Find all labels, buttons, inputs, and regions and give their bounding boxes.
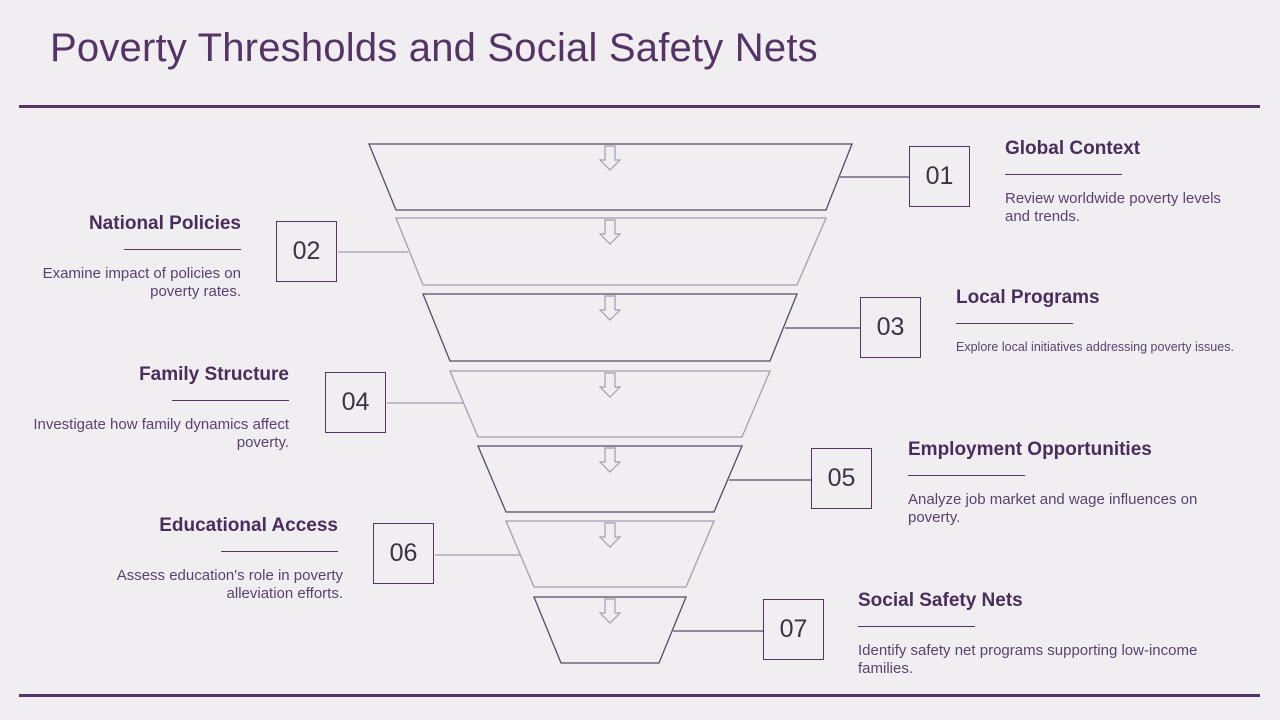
step-description: Examine impact of policies on poverty ra… (42, 265, 241, 301)
funnel-layer-01 (368, 143, 853, 211)
header-divider (19, 105, 1260, 108)
step-description: Review worldwide poverty levels and tren… (1005, 190, 1221, 226)
step-title: Social Safety Nets (858, 590, 1023, 611)
down-arrow-icon (598, 219, 622, 245)
step-description: Identify safety net programs supporting … (858, 642, 1198, 678)
funnel-layer-02 (395, 217, 827, 286)
funnel-layer-05 (477, 445, 743, 513)
funnel-layer-07 (533, 596, 687, 664)
step-number-box: 05 (811, 448, 872, 509)
funnel-layer-06 (505, 520, 715, 588)
title-underline (221, 551, 338, 553)
down-arrow-icon (598, 522, 622, 548)
step-number-box: 04 (325, 372, 386, 433)
step-description: Assess education's role in poverty allev… (116, 567, 343, 603)
funnel-layer-03 (422, 293, 798, 362)
step-title: Employment Opportunities (908, 439, 1152, 460)
step-number-box: 01 (909, 146, 970, 207)
step-item-05: Employment Opportunities Analyze job mark… (908, 439, 1238, 527)
step-number-box: 03 (860, 297, 921, 358)
title-underline (124, 249, 241, 251)
footer-divider (19, 694, 1260, 697)
step-title: National Policies (88, 213, 241, 234)
title-underline (172, 400, 289, 402)
step-item-03: Local Programs Explore local initiatives … (956, 287, 1236, 355)
step-item-02: National Policies Examine impact of polic… (0, 213, 241, 301)
funnel-layer-04 (449, 370, 771, 438)
step-number-box: 07 (763, 599, 824, 660)
down-arrow-icon (598, 145, 622, 171)
step-item-07: Social Safety Nets Identify safety net pr… (858, 590, 1197, 678)
title-underline (956, 323, 1073, 325)
down-arrow-icon (598, 447, 622, 473)
down-arrow-icon (598, 372, 622, 398)
step-description: Analyze job market and wage influences o… (908, 491, 1198, 527)
step-item-04: Family Structure Investigate how family d… (29, 364, 289, 452)
step-description: Investigate how family dynamics affect p… (33, 416, 289, 452)
down-arrow-icon (598, 295, 622, 321)
step-item-01: Global Context Review worldwide poverty l… (1005, 138, 1245, 226)
page-title: Poverty Thresholds and Social Safety Net… (50, 26, 818, 70)
step-number-box: 02 (276, 221, 337, 282)
step-title: Global Context (1005, 138, 1141, 159)
step-description: Explore local initiatives addressing pov… (956, 340, 1234, 355)
step-number-box: 06 (373, 523, 434, 584)
title-underline (908, 475, 1025, 477)
down-arrow-icon (598, 598, 622, 624)
step-title: Local Programs (956, 287, 1100, 308)
step-item-06: Educational Access Assess education's rol… (78, 515, 343, 603)
step-title: Family Structure (139, 364, 289, 385)
step-title: Educational Access (159, 515, 338, 536)
title-underline (858, 626, 975, 628)
title-underline (1005, 174, 1122, 176)
